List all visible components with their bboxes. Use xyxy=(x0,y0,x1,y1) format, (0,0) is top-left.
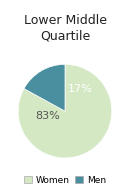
Text: 17%: 17% xyxy=(68,84,92,94)
Wedge shape xyxy=(18,64,112,158)
Text: 83%: 83% xyxy=(35,111,60,121)
Wedge shape xyxy=(24,64,65,111)
Legend: Women, Men: Women, Men xyxy=(20,172,110,189)
Text: Lower Middle
Quartile: Lower Middle Quartile xyxy=(24,14,106,43)
